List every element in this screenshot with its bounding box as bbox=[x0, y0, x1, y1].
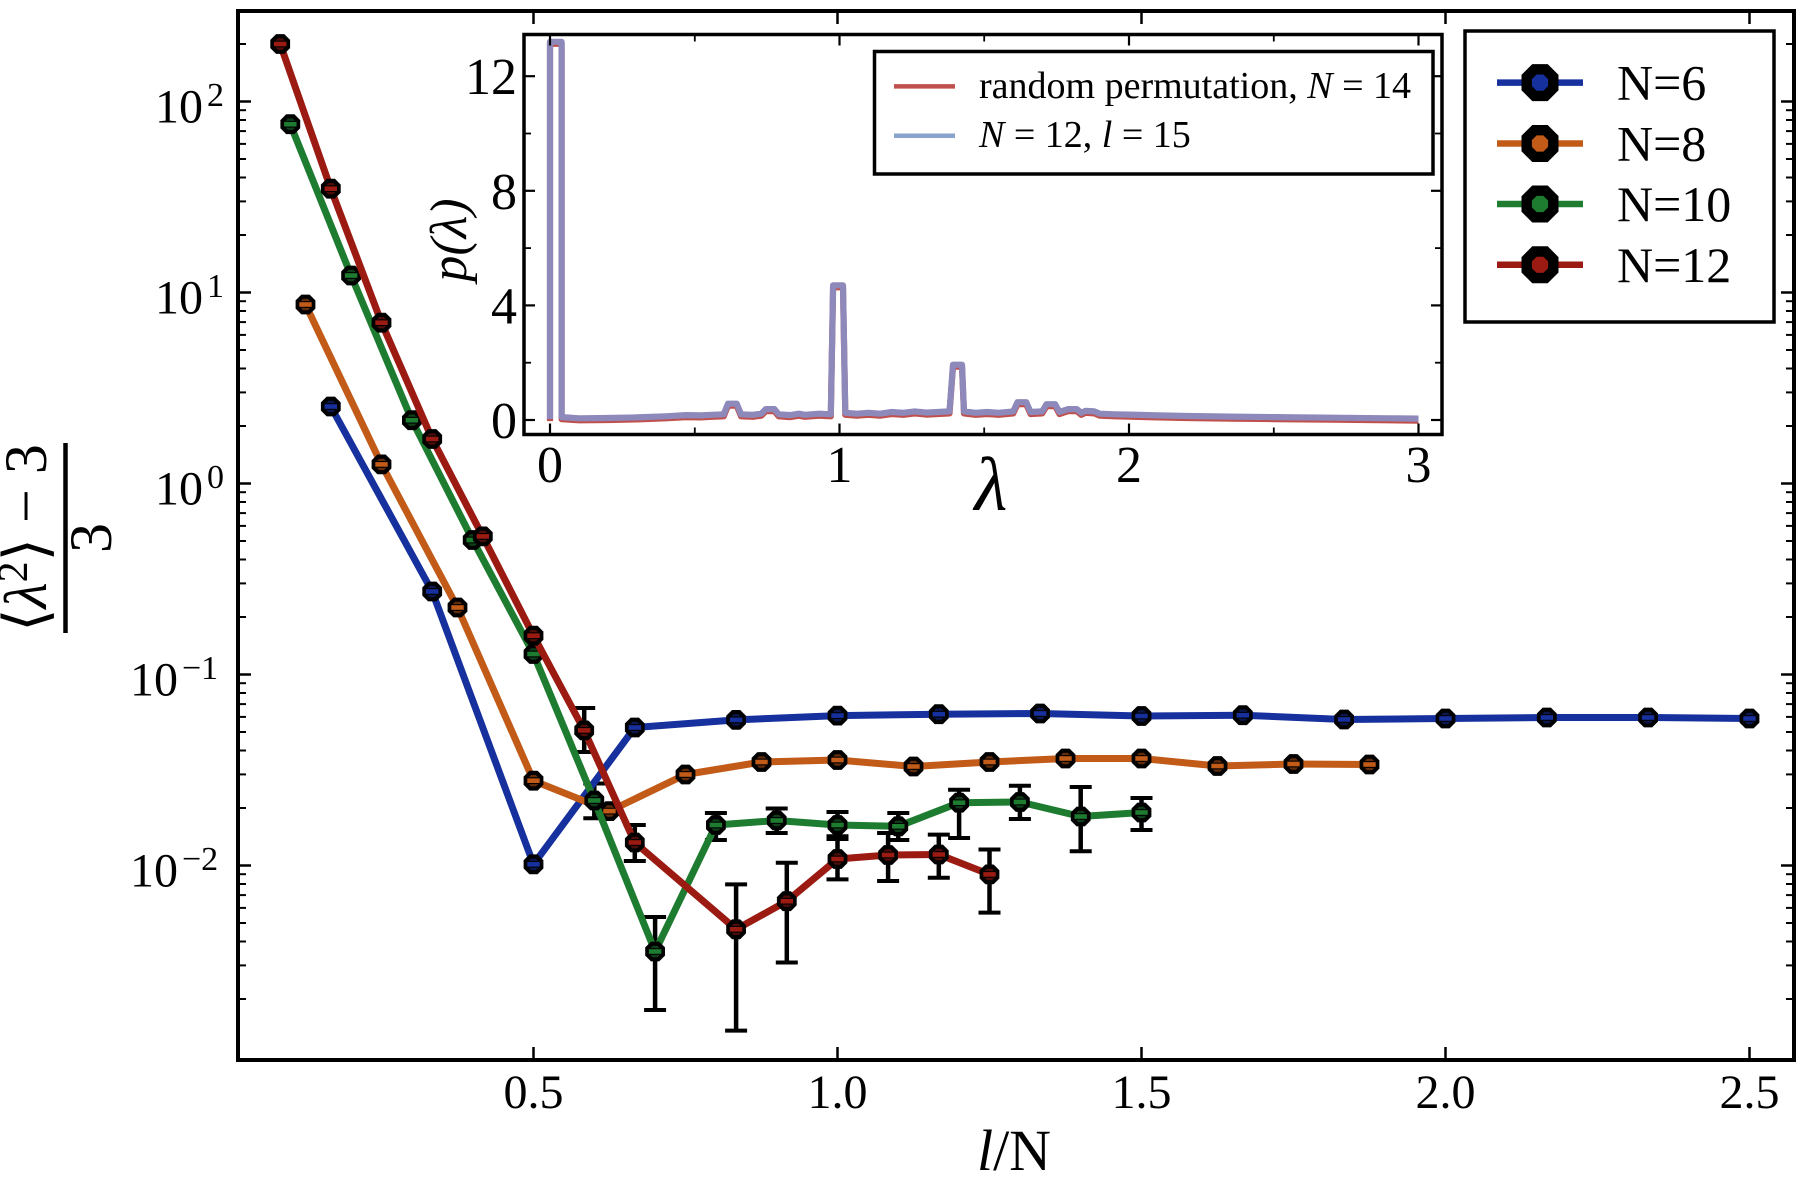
svg-text:N=10: N=10 bbox=[1617, 176, 1731, 232]
svg-text:λ: λ bbox=[973, 443, 1008, 527]
svg-text:8: 8 bbox=[491, 164, 517, 221]
svg-text:12: 12 bbox=[465, 49, 517, 106]
svg-text:random permutation, N = 14: random permutation, N = 14 bbox=[979, 65, 1411, 107]
svg-text:0.5: 0.5 bbox=[504, 1066, 564, 1119]
svg-text:⟨λ2⟩ − 3: ⟨λ2⟩ − 3 bbox=[0, 444, 59, 632]
svg-text:2.5: 2.5 bbox=[1720, 1066, 1780, 1119]
svg-text:1.5: 1.5 bbox=[1112, 1066, 1172, 1119]
svg-text:1: 1 bbox=[827, 437, 853, 494]
svg-text:N=8: N=8 bbox=[1617, 116, 1706, 172]
svg-text:2: 2 bbox=[1116, 437, 1142, 494]
svg-text:p(λ): p(λ) bbox=[421, 198, 478, 285]
svg-text:3: 3 bbox=[58, 523, 124, 553]
svg-text:N=12: N=12 bbox=[1617, 237, 1731, 293]
svg-text:0: 0 bbox=[537, 437, 563, 494]
svg-text:N = 12, l = 15: N = 12, l = 15 bbox=[978, 114, 1191, 156]
svg-text:0: 0 bbox=[491, 393, 517, 450]
svg-text:1.0: 1.0 bbox=[808, 1066, 868, 1119]
svg-text:l/N: l/N bbox=[977, 1118, 1051, 1183]
svg-text:3: 3 bbox=[1406, 437, 1432, 494]
svg-text:2.0: 2.0 bbox=[1416, 1066, 1476, 1119]
svg-text:4: 4 bbox=[491, 278, 517, 335]
svg-text:101: 10 1 bbox=[155, 268, 224, 325]
svg-text:N=6: N=6 bbox=[1617, 55, 1706, 111]
